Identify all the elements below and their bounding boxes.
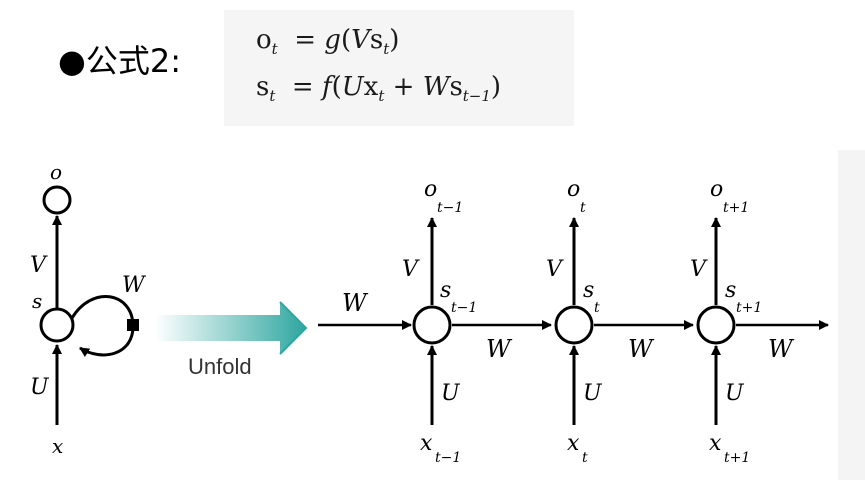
output-sub: t−1 — [437, 200, 463, 216]
state-label: s — [583, 278, 594, 303]
formula-output: ot = g(Vst) — [256, 25, 400, 59]
folded-v-label: V — [30, 253, 48, 278]
step-t-minus-1: V o t−1 s t−1 U x t−1 W — [402, 177, 552, 466]
input-sub: t — [582, 450, 588, 466]
unfolded-rnn: W V o t−1 s t−1 U x t−1 W V o t s t — [318, 177, 829, 466]
state-label: s — [440, 278, 451, 303]
state-node — [554, 305, 594, 345]
folded-recurrent-loop — [70, 294, 135, 358]
v-label: V — [690, 257, 708, 282]
output-label: o — [424, 177, 437, 202]
input-label: x — [709, 431, 722, 456]
folded-output-label: o — [50, 160, 62, 184]
w-label: W — [768, 335, 795, 363]
state-sub: t−1 — [451, 300, 477, 316]
u-label: U — [725, 381, 745, 406]
right-edge-panel — [838, 150, 865, 480]
step-t: V o t s t U x t W — [546, 177, 694, 466]
folded-rnn: o V s W U x — [30, 160, 147, 458]
state-node — [696, 305, 736, 345]
v-label: V — [546, 257, 564, 282]
input-sub: t−1 — [435, 450, 461, 466]
heading-text: 公式2: — [85, 42, 182, 80]
input-w-label: W — [342, 289, 369, 317]
formula-heading: ●公式2: — [58, 36, 181, 82]
folded-u-label: U — [30, 375, 50, 400]
input-label: x — [420, 431, 433, 456]
input-label: x — [567, 431, 580, 456]
formula-box: ot = g(Vst) st = f(Uxt + Wst−1) — [224, 10, 574, 126]
state-sub: t — [594, 300, 600, 316]
w-label: W — [486, 335, 513, 363]
folded-delay-square — [127, 319, 139, 331]
output-label: o — [710, 177, 723, 202]
state-sub: t+1 — [736, 300, 762, 316]
step-t-plus-1: V o t+1 s t+1 U x t+1 W — [690, 177, 829, 466]
w-label: W — [628, 335, 655, 363]
unfold-label: Unfold — [188, 354, 252, 379]
folded-output-node — [42, 185, 72, 215]
output-label: o — [567, 177, 580, 202]
folded-w-label: W — [122, 273, 147, 298]
input-sub: t+1 — [724, 450, 750, 466]
output-sub: t — [580, 200, 586, 216]
u-label: U — [441, 381, 461, 406]
folded-state-node — [39, 307, 75, 343]
output-sub: t+1 — [723, 200, 749, 216]
state-label: s — [725, 278, 736, 303]
folded-state-label: s — [32, 289, 42, 313]
formula-state: st = f(Uxt + Wst−1) — [256, 72, 502, 106]
v-label: V — [402, 257, 420, 282]
folded-input-label: x — [52, 434, 63, 458]
bullet: ● — [58, 42, 86, 80]
state-node — [412, 305, 452, 345]
unfold-arrow: Unfold — [155, 301, 308, 379]
u-label: U — [583, 381, 603, 406]
